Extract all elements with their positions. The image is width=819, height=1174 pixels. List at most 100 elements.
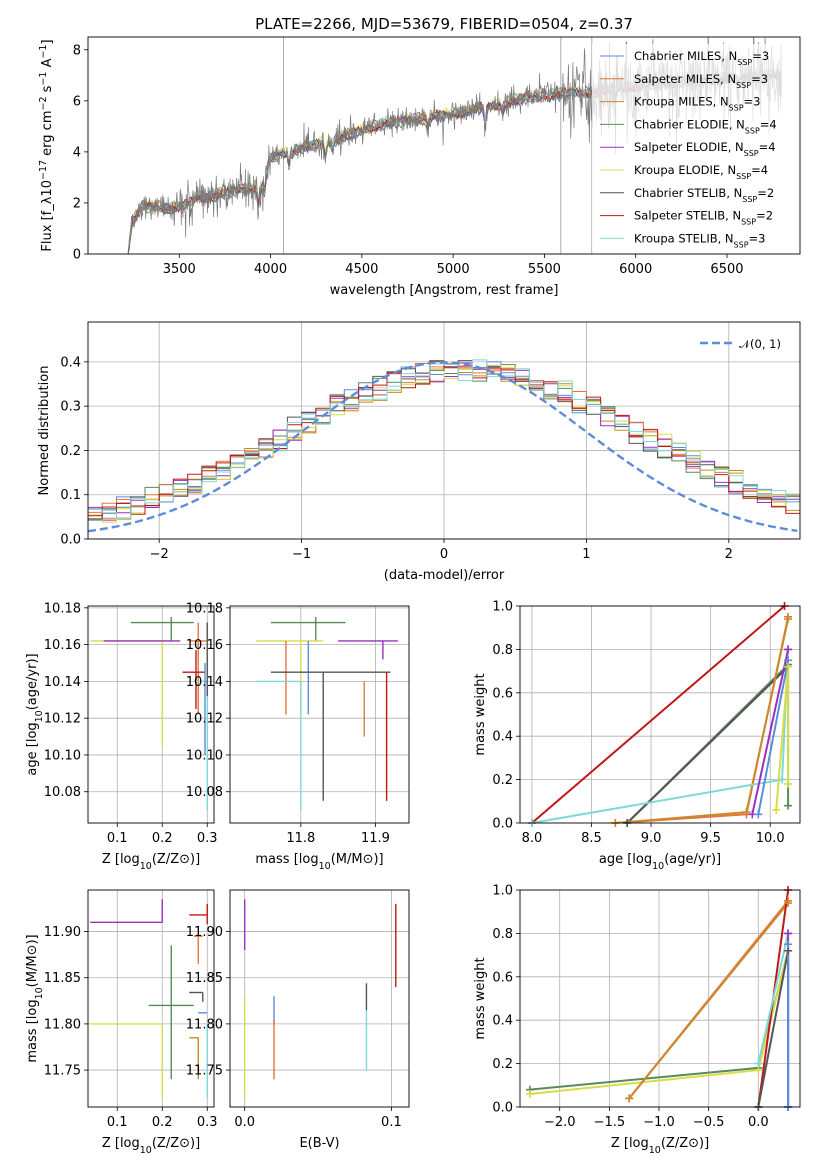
y-axis-label: mass weight (473, 673, 488, 755)
x-tick-label: 0.2 (152, 1115, 173, 1130)
legend-entry: Salpeter ELODIE, NSSP=4 (634, 140, 776, 158)
x-tick-label: 11.9 (361, 831, 390, 846)
y-tick-label: 0.4 (492, 1014, 513, 1029)
x-tick-label: 6000 (619, 262, 652, 277)
legend-entry: Chabrier STELIB, NSSP=2 (634, 186, 774, 204)
y-tick-label: 0.2 (492, 1057, 513, 1072)
y-tick-label: 4 (73, 145, 81, 160)
mass-weight-marker (742, 808, 751, 817)
chart-weight-vs-age: 8.0 8.5 9.0 9.5 10.0 0.0 0.2 0.4 0.6 0.8 1.0 age [l… (473, 600, 801, 872)
chart-mass-vs-EBV: 0.0 0.1 11.75 11.80 11.85 11.90 E(B-V) (186, 889, 410, 1151)
y-tick-label: 10.12 (44, 712, 81, 727)
mass-weight-marker (772, 805, 781, 814)
y-tick-label: 11.85 (44, 971, 81, 986)
axes-frame (87, 605, 215, 824)
legend-entry: Salpeter MILES, NSSP=3 (634, 72, 768, 90)
errorbar-point (189, 622, 208, 715)
x-tick-label: 5000 (437, 262, 470, 277)
x-tick-label: 11.8 (286, 831, 315, 846)
legend-entry: Chabrier MILES, NSSP=3 (634, 49, 769, 67)
spectrum-legend: Chabrier MILES, NSSP=3 Salpeter MILES, NS… (592, 44, 796, 252)
y-tick-label: 0.4 (492, 730, 513, 745)
y-axis-label: age [log10(age/yr)] (25, 653, 45, 775)
errorbar-point (256, 680, 302, 811)
mass-weight-marker (784, 929, 793, 938)
chart-age-vs-Z: 0.1 0.2 0.3 10.08 10.10 10.12 10.14 10.16 10.18 Z… (25, 601, 218, 871)
y-tick-label: 10.10 (44, 748, 81, 763)
mass-weight-marker (625, 1094, 634, 1103)
x-axis-label: Z [log10(Z/Z⊙)] (102, 1136, 200, 1156)
x-axis-label: Z [log10(Z/Z⊙)] (611, 1136, 709, 1156)
x-tick-label: 0.3 (197, 1115, 218, 1130)
y-tick-label: 8 (73, 43, 81, 58)
errorbar-point (256, 640, 324, 715)
y-tick-label: 2 (73, 196, 81, 211)
chart-age-vs-mass: 11.8 11.9 10.08 10.10 10.12 10.14 10.16 10.18 ma… (186, 601, 410, 872)
axes-frame (87, 889, 215, 1108)
plot-area (88, 322, 800, 539)
mass-weight-line (757, 950, 790, 1107)
y-tick-label: 0.0 (492, 1101, 513, 1116)
y-tick-label: 11.75 (44, 1064, 81, 1079)
errorbar-point (182, 650, 205, 709)
y-axis-label: mass weight (473, 957, 488, 1039)
x-tick-label: 0 (440, 547, 448, 562)
mass-weight-marker (784, 940, 793, 949)
y-tick-label: 0.3 (60, 400, 81, 415)
x-tick-label: 0.3 (197, 831, 218, 846)
legend-entry: Kroupa MILES, NSSP=3 (634, 95, 760, 113)
y-tick-label: 10.10 (186, 748, 223, 763)
mass-weight-marker (784, 801, 793, 810)
x-axis-label: age [log10(age/yr)] (599, 852, 721, 872)
mass-weight-line (751, 649, 790, 815)
mass-weight-marker (784, 645, 793, 654)
errorbar-point (90, 640, 163, 746)
y-tick-label: 10.14 (44, 675, 81, 690)
x-tick-label: −2.0 (544, 1115, 576, 1130)
x-tick-label: −2 (150, 547, 169, 562)
y-axis-label: Normed distribution (37, 366, 52, 496)
errorbar-point (189, 991, 204, 1002)
y-tick-label: 0.4 (60, 355, 81, 370)
y-tick-label: 10.08 (186, 785, 223, 800)
chart-mass-vs-Z: 0.1 0.2 0.3 11.75 11.80 11.85 11.90 Z [log10(Z/… (25, 889, 218, 1156)
y-tick-label: 11.75 (186, 1064, 223, 1079)
x-tick-label: 0.0 (234, 1115, 255, 1130)
x-tick-label: 8.5 (581, 831, 602, 846)
mass-weight-line (628, 902, 789, 1099)
y-tick-label: 1.0 (492, 884, 513, 899)
x-tick-label: −1.0 (643, 1115, 675, 1130)
y-tick-label: 0.0 (60, 533, 81, 548)
chart-weight-vs-Z: −2.0 −1.5 −1.0 −0.5 0.0 0.0 0.2 0.4 0.6 0.8 1.0 Z [… (473, 884, 801, 1156)
y-tick-label: 0.6 (492, 686, 513, 701)
legend-entry: Salpeter STELIB, NSSP=2 (634, 209, 773, 227)
x-axis-label: mass [log10(M/M⊙)] (255, 852, 383, 872)
axes-frame (87, 321, 801, 540)
x-tick-label: 6500 (710, 262, 743, 277)
y-tick-label: 0.2 (492, 773, 513, 788)
figure-title: PLATE=2266, MJD=53679, FIBERID=0504, z=0… (255, 15, 633, 33)
x-tick-label: −0.5 (693, 1115, 725, 1130)
mass-weight-marker (754, 810, 763, 819)
y-tick-label: 10.12 (186, 712, 223, 727)
x-tick-label: 8.0 (522, 831, 543, 846)
y-tick-label: 11.90 (44, 925, 81, 940)
mass-weight-line (531, 606, 786, 823)
x-tick-label: 4500 (345, 262, 378, 277)
x-axis-label: E(B-V) (299, 1136, 339, 1151)
legend-box (592, 44, 796, 252)
axes-frame (87, 36, 801, 255)
plot-area (88, 890, 214, 1107)
y-tick-label: 0.8 (492, 927, 513, 942)
y-tick-label: 1.0 (492, 600, 513, 615)
legend-entry: Kroupa STELIB, NSSP=3 (634, 231, 765, 249)
chart-spectrum: 3500 4000 4500 5000 5500 6000 6500 0 2 4 6 8 wavelen… (38, 36, 801, 298)
errorbar-point (130, 617, 194, 641)
errorbar-point (90, 1023, 163, 1098)
plot-area (520, 606, 800, 823)
y-tick-label: 10.08 (44, 785, 81, 800)
x-tick-label: 10.0 (756, 831, 785, 846)
y-tick-label: 11.80 (44, 1017, 81, 1032)
errorbar-point (148, 945, 194, 1080)
